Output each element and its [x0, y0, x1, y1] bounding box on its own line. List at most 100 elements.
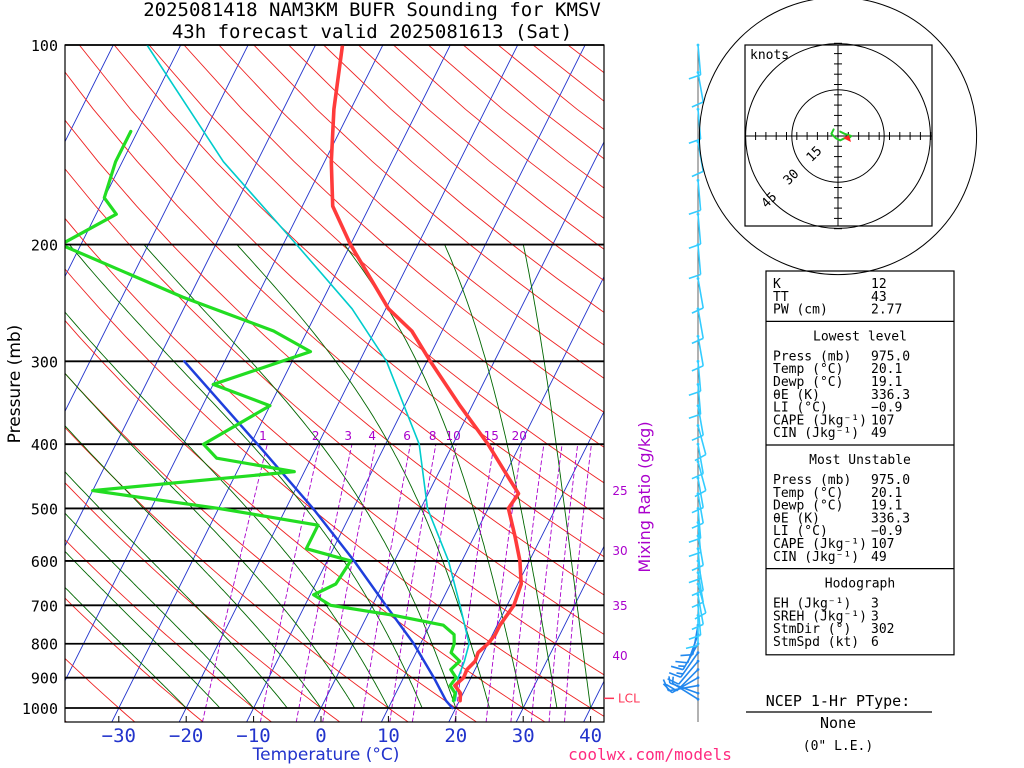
chart-title-line2: 43h forecast valid 2025081613 (Sat) [172, 21, 572, 43]
pressure-tick-label: 200 [31, 237, 58, 255]
storm-motion-marker [843, 135, 851, 142]
wind-barb-dot [696, 476, 700, 480]
wind-barb-staff [697, 244, 702, 275]
wind-barb-staff [697, 109, 702, 140]
index-value: 43 [871, 290, 887, 305]
site-credit[interactable]: coolwx.com/models [568, 745, 732, 764]
wind-barb-dot [696, 442, 700, 446]
wind-barb-staff [692, 625, 699, 655]
index-label: θE (K) [773, 511, 820, 526]
isotherm-line [65, 45, 384, 682]
wind-barb-flag [688, 577, 701, 584]
mixing-ratio-label: 6 [403, 429, 411, 443]
wind-barb-flag [670, 665, 684, 671]
wind-barb-flag [688, 390, 701, 397]
wind-barb-staff [697, 405, 704, 436]
mixing-ratio-label: 20 [512, 429, 527, 443]
wind-barb-flag [688, 537, 701, 544]
wind-barb-dot [696, 547, 700, 551]
index-label: TT [773, 290, 789, 305]
wind-barb-dot [696, 651, 700, 655]
wind-barb [691, 307, 704, 345]
mixing-ratio-line [485, 443, 523, 722]
mixing-ratio-line [360, 443, 411, 722]
wind-barb-flag [694, 612, 707, 620]
isotherm-line [380, 275, 604, 722]
wind-barb-flag [691, 365, 704, 372]
isotherm-line [65, 45, 182, 278]
wind-barb-flag [688, 138, 701, 144]
wind-barb-flag [667, 678, 680, 685]
wind-barb-flag [691, 506, 704, 514]
wind-barb-dot [696, 684, 700, 687]
ptype-value: None [820, 714, 856, 732]
index-value: 3 [871, 597, 879, 612]
pressure-tick-label: 500 [31, 500, 58, 518]
wind-barb [688, 178, 702, 216]
wind-barb-dot [696, 359, 700, 363]
y-axis-label: Pressure (mb) [5, 325, 25, 444]
temp-tick-label: −30 [102, 725, 136, 747]
wind-barb-staff [697, 336, 704, 366]
wind-barb-flag [688, 209, 701, 216]
wind-barb [688, 243, 702, 280]
pressure-tick-label: 800 [31, 636, 58, 654]
wind-barb [688, 107, 702, 144]
wind-barb-staff [668, 684, 699, 692]
index-value: 975.0 [871, 473, 910, 488]
mixing-ratio-label: 30 [612, 544, 627, 558]
moist-adiabat-line [65, 586, 187, 709]
wind-barb-dot [696, 382, 700, 386]
temp-tick-label: 0 [315, 725, 326, 747]
temp-tick-label: −10 [236, 725, 270, 747]
wind-barb-flag [675, 660, 688, 664]
wind-barb [691, 404, 704, 442]
dry-adiabat-line [65, 426, 409, 722]
wind-barb-dot [696, 140, 700, 144]
index-section-header: Hodograph [825, 577, 895, 592]
wind-barb-dot [696, 71, 700, 74]
wind-barb [685, 614, 700, 650]
dry-adiabat-line [65, 217, 604, 676]
moist-adiabat-line [65, 372, 356, 709]
index-value: 107 [871, 537, 894, 552]
index-label: PW (cm) [773, 303, 828, 318]
wind-barb-dot [696, 582, 700, 586]
moist-adiabat-line [236, 244, 490, 709]
wind-barbs [662, 43, 707, 722]
mixing-ratio-line [564, 443, 592, 722]
dry-adiabat-line [427, 45, 604, 189]
index-label: Dewp (°C) [773, 499, 843, 514]
index-label: Press (mb) [773, 349, 851, 364]
wind-barb-flag [688, 243, 701, 249]
wind-barb-staff [697, 461, 707, 491]
wind-barb-dot [696, 571, 700, 575]
wind-barb-dot [696, 178, 700, 182]
wind-barb-staff [697, 308, 704, 339]
index-label: θE (K) [773, 388, 820, 403]
chart-title-line1: 2025081418 NAM3KM BUFR Sounding for KMSV [143, 0, 601, 21]
dry-adiabat-line [65, 319, 546, 722]
index-label: EH (Jkg⁻¹) [773, 597, 851, 612]
isotherm-line [246, 45, 586, 722]
pressure-tick-label: 1000 [22, 700, 58, 718]
wind-barb-dot [696, 593, 700, 597]
ptype-title: NCEP 1-Hr PType: [766, 692, 911, 710]
wind-barb-flag [691, 101, 704, 108]
wind-barb-flag [685, 644, 699, 650]
index-section-header: Most Unstable [809, 453, 911, 468]
dewpoint-profile-line [65, 129, 462, 703]
mixing-ratio-label: 3 [344, 429, 352, 443]
index-value: 107 [871, 413, 894, 428]
moist-adiabat-line [65, 512, 255, 709]
wind-barb-flag [676, 672, 684, 675]
pressure-tick-label: 100 [31, 37, 58, 55]
mixing-ratio-axis-label: Mixing Ratio (g/kg) [635, 421, 654, 572]
wind-barb-flag [691, 564, 704, 572]
wind-barb-flag [688, 273, 701, 280]
wind-barb [688, 382, 702, 420]
temp-tick-label: 30 [512, 725, 535, 747]
wind-barb-flag [688, 74, 701, 80]
moist-adiabat-line [65, 550, 221, 709]
wind-barb-flag [665, 683, 678, 692]
